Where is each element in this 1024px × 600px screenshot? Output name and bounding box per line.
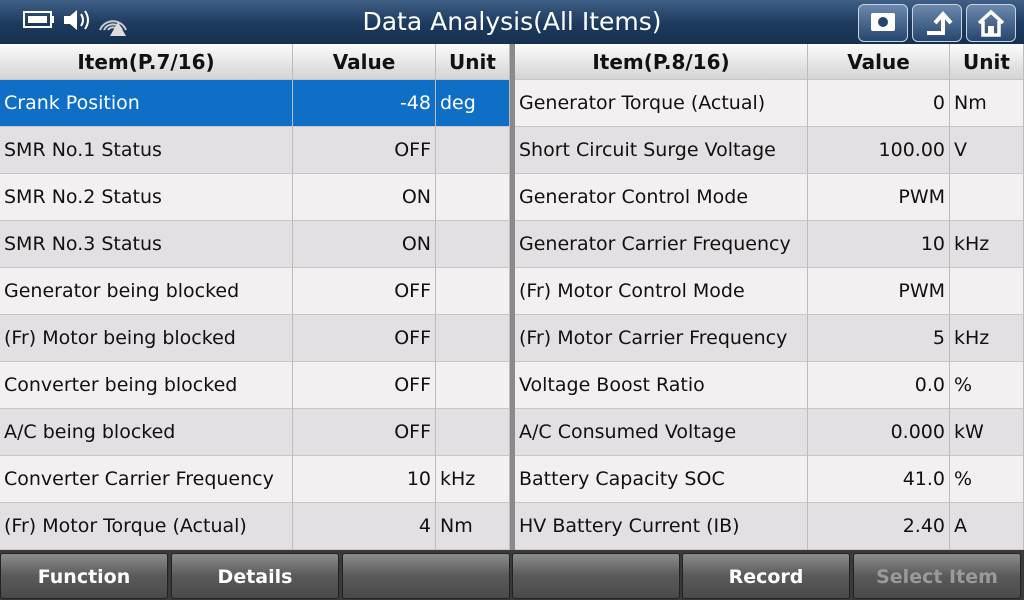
empty-button <box>342 553 510 599</box>
screenshot-button[interactable] <box>858 4 908 42</box>
item-cell[interactable]: (Fr) Motor Control Mode <box>515 268 808 315</box>
value-cell[interactable]: ON <box>293 174 436 221</box>
home-button[interactable] <box>966 4 1016 42</box>
empty-button <box>512 553 680 599</box>
column-header: Unit <box>436 44 510 80</box>
unit-cell[interactable] <box>436 174 510 221</box>
item-cell[interactable]: (Fr) Motor being blocked <box>0 315 293 362</box>
unit-cell[interactable]: kW <box>950 409 1024 456</box>
item-cell[interactable]: Generator Carrier Frequency <box>515 221 808 268</box>
value-cell[interactable]: 0.000 <box>808 409 950 456</box>
item-cell[interactable]: (Fr) Motor Carrier Frequency <box>515 315 808 362</box>
unit-cell[interactable]: kHz <box>950 221 1024 268</box>
item-cell[interactable]: Converter Carrier Frequency <box>0 456 293 503</box>
item-cell[interactable]: Generator being blocked <box>0 268 293 315</box>
item-cell[interactable]: A/C Consumed Voltage <box>515 409 808 456</box>
unit-cell[interactable] <box>436 315 510 362</box>
back-button[interactable] <box>912 4 962 42</box>
unit-cell[interactable]: deg <box>436 80 510 127</box>
right-table: Item(P.8/16) Value Unit Generator Torque (A… <box>515 44 1024 550</box>
value-cell[interactable]: 4 <box>293 503 436 550</box>
unit-cell[interactable] <box>950 268 1024 315</box>
column-header: Item(P.7/16) <box>0 44 293 80</box>
record-button[interactable]: Record <box>682 553 850 599</box>
details-button[interactable]: Details <box>171 553 339 599</box>
item-cell[interactable]: SMR No.3 Status <box>0 221 293 268</box>
unit-cell[interactable]: A <box>950 503 1024 550</box>
item-cell[interactable]: HV Battery Current (IB) <box>515 503 808 550</box>
column-header: Value <box>293 44 436 80</box>
value-cell[interactable]: 41.0 <box>808 456 950 503</box>
unit-cell[interactable] <box>436 409 510 456</box>
value-cell[interactable]: 100.00 <box>808 127 950 174</box>
item-cell[interactable]: Voltage Boost Ratio <box>515 362 808 409</box>
unit-cell[interactable] <box>436 362 510 409</box>
item-cell[interactable]: Battery Capacity SOC <box>515 456 808 503</box>
item-cell[interactable]: A/C being blocked <box>0 409 293 456</box>
item-cell[interactable]: SMR No.1 Status <box>0 127 293 174</box>
footer: Function Details Record Select Item <box>0 550 1024 600</box>
column-header: Item(P.8/16) <box>515 44 808 80</box>
value-cell[interactable]: 10 <box>293 456 436 503</box>
unit-cell[interactable]: Nm <box>436 503 510 550</box>
value-cell[interactable]: ON <box>293 221 436 268</box>
top-bar: Data Analysis(All Items) <box>0 0 1024 44</box>
value-cell[interactable]: OFF <box>293 362 436 409</box>
unit-cell[interactable] <box>436 268 510 315</box>
unit-cell[interactable] <box>436 221 510 268</box>
item-cell[interactable]: Converter being blocked <box>0 362 293 409</box>
value-cell[interactable]: 0.0 <box>808 362 950 409</box>
unit-cell[interactable]: Nm <box>950 80 1024 127</box>
value-cell[interactable]: PWM <box>808 268 950 315</box>
value-cell[interactable]: 0 <box>808 80 950 127</box>
value-cell[interactable]: OFF <box>293 268 436 315</box>
item-cell[interactable]: Generator Control Mode <box>515 174 808 221</box>
left-table: Item(P.7/16) Value Unit Crank Position -48 de… <box>0 44 510 550</box>
item-cell[interactable]: Generator Torque (Actual) <box>515 80 808 127</box>
column-header: Unit <box>950 44 1024 80</box>
divider <box>510 44 515 550</box>
unit-cell[interactable]: kHz <box>436 456 510 503</box>
unit-cell[interactable] <box>950 174 1024 221</box>
item-cell[interactable]: Crank Position <box>0 80 293 127</box>
value-cell[interactable]: PWM <box>808 174 950 221</box>
value-cell[interactable]: 2.40 <box>808 503 950 550</box>
unit-cell[interactable]: % <box>950 362 1024 409</box>
item-cell[interactable]: SMR No.2 Status <box>0 174 293 221</box>
item-cell[interactable]: (Fr) Motor Torque (Actual) <box>0 503 293 550</box>
unit-cell[interactable]: kHz <box>950 315 1024 362</box>
title: Data Analysis(All Items) <box>362 7 662 36</box>
select-item-button: Select Item <box>853 553 1021 599</box>
value-cell[interactable]: OFF <box>293 315 436 362</box>
unit-cell[interactable]: % <box>950 456 1024 503</box>
column-header: Value <box>808 44 950 80</box>
function-button[interactable]: Function <box>0 553 168 599</box>
value-cell[interactable]: OFF <box>293 409 436 456</box>
value-cell[interactable]: 10 <box>808 221 950 268</box>
unit-cell[interactable] <box>436 127 510 174</box>
item-cell[interactable]: Short Circuit Surge Voltage <box>515 127 808 174</box>
status-icons <box>23 10 127 36</box>
value-cell[interactable]: 5 <box>808 315 950 362</box>
value-cell[interactable]: -48 <box>293 80 436 127</box>
value-cell[interactable]: OFF <box>293 127 436 174</box>
unit-cell[interactable]: V <box>950 127 1024 174</box>
